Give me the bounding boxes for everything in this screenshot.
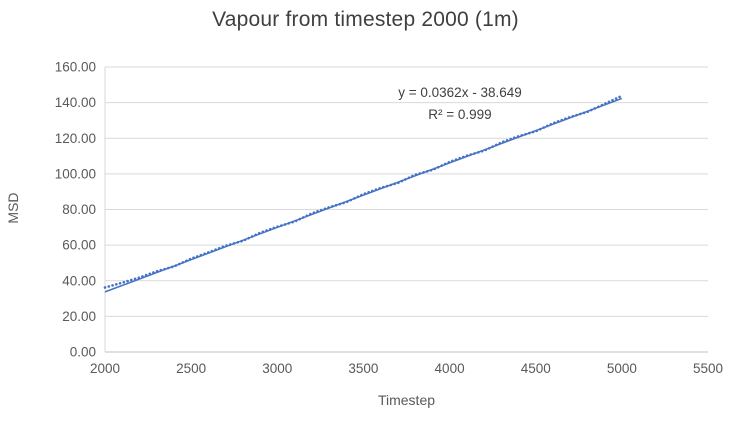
y-tick-label: 40.00 bbox=[62, 273, 96, 288]
x-tick-label: 5000 bbox=[607, 361, 637, 376]
x-tick-label: 2000 bbox=[90, 361, 120, 376]
y-tick-label: 140.00 bbox=[55, 95, 96, 110]
y-tick-label: 20.00 bbox=[62, 309, 96, 324]
trendline-equation: y = 0.0362x - 38.649 bbox=[398, 85, 522, 100]
data-series-line bbox=[103, 94, 624, 289]
trendline-r-squared: R² = 0.999 bbox=[428, 107, 492, 122]
y-tick-label: 60.00 bbox=[62, 238, 96, 253]
x-tick-label: 5500 bbox=[693, 361, 723, 376]
y-tick-label: 0.00 bbox=[70, 345, 96, 360]
x-tick-label: 3500 bbox=[348, 361, 378, 376]
trendline-annotation: y = 0.0362x - 38.649 R² = 0.999 bbox=[352, 82, 568, 126]
chart-title: Vapour from timestep 2000 (1m) bbox=[212, 8, 519, 31]
y-tick-label: 120.00 bbox=[55, 131, 96, 146]
y-tick-label: 160.00 bbox=[55, 60, 96, 75]
x-tick-label: 4500 bbox=[521, 361, 551, 376]
y-axis-title: MSD bbox=[5, 192, 21, 224]
x-tick-label: 2500 bbox=[176, 361, 206, 376]
y-tick-label: 100.00 bbox=[55, 166, 96, 181]
x-tick-label: 4000 bbox=[435, 361, 465, 376]
x-axis-title: Timestep bbox=[377, 392, 436, 408]
y-tick-label: 80.00 bbox=[62, 202, 96, 217]
x-tick-label: 3000 bbox=[262, 361, 292, 376]
